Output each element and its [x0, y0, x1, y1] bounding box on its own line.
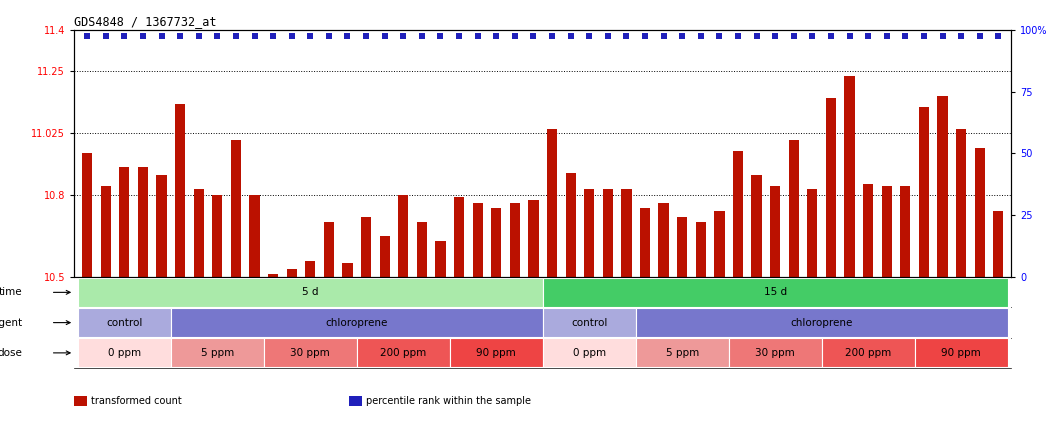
Text: 0 ppm: 0 ppm [573, 348, 606, 358]
Bar [379, 236, 390, 277]
Bar [566, 173, 576, 277]
Bar [454, 198, 464, 277]
Bar [677, 217, 687, 277]
Text: time: time [0, 287, 22, 297]
Bar [635, 308, 1007, 337]
Bar [542, 278, 1007, 307]
Bar [546, 129, 557, 277]
Text: 15 d: 15 d [764, 287, 787, 297]
Bar [268, 275, 279, 277]
Bar [417, 222, 427, 277]
Bar [729, 338, 822, 368]
Bar [170, 338, 264, 368]
Bar [956, 129, 966, 277]
Bar [937, 96, 948, 277]
Text: control: control [106, 318, 143, 328]
Bar [78, 308, 170, 337]
Text: chloroprene: chloroprene [325, 318, 388, 328]
Bar [993, 211, 1004, 277]
Text: percentile rank within the sample: percentile rank within the sample [366, 396, 532, 406]
Bar [194, 189, 203, 277]
Bar [640, 209, 650, 277]
Bar [696, 222, 706, 277]
Bar [770, 187, 780, 277]
Bar [82, 154, 92, 277]
Bar [822, 338, 915, 368]
Bar [900, 187, 911, 277]
Bar [120, 167, 129, 277]
Text: agent: agent [0, 318, 22, 328]
Bar [491, 209, 501, 277]
Bar [882, 187, 892, 277]
Text: 0 ppm: 0 ppm [108, 348, 141, 358]
Bar [635, 338, 729, 368]
Bar [752, 176, 761, 277]
Text: GDS4848 / 1367732_at: GDS4848 / 1367732_at [74, 16, 217, 28]
Bar [264, 338, 357, 368]
Bar [212, 195, 222, 277]
Bar [509, 203, 520, 277]
Bar [789, 140, 798, 277]
Text: 30 ppm: 30 ppm [290, 348, 330, 358]
Text: transformed count: transformed count [91, 396, 182, 406]
Bar [807, 189, 818, 277]
Bar [450, 338, 543, 368]
Bar [398, 195, 409, 277]
Text: 200 ppm: 200 ppm [845, 348, 892, 358]
Text: 90 ppm: 90 ppm [477, 348, 516, 358]
Bar [733, 151, 743, 277]
Text: dose: dose [0, 348, 22, 358]
Bar [542, 308, 635, 337]
Bar [170, 308, 542, 337]
Text: control: control [571, 318, 608, 328]
Bar [78, 278, 542, 307]
Bar [863, 184, 874, 277]
Bar [101, 187, 111, 277]
Bar [919, 107, 929, 277]
Bar [826, 99, 837, 277]
Text: 5 ppm: 5 ppm [665, 348, 699, 358]
Bar [175, 104, 185, 277]
Bar [287, 269, 297, 277]
Bar [324, 222, 334, 277]
Bar [528, 200, 539, 277]
Text: 30 ppm: 30 ppm [755, 348, 795, 358]
Bar [714, 211, 724, 277]
Bar [585, 189, 594, 277]
Bar [231, 140, 241, 277]
Bar [659, 203, 668, 277]
Bar [249, 195, 259, 277]
Bar [357, 338, 450, 368]
Bar [361, 217, 372, 277]
Bar [622, 189, 631, 277]
Bar [603, 189, 613, 277]
Bar [844, 77, 855, 277]
Bar [435, 242, 446, 277]
Text: chloroprene: chloroprene [790, 318, 852, 328]
Text: 5 d: 5 d [302, 287, 319, 297]
Text: 90 ppm: 90 ppm [941, 348, 981, 358]
Bar [472, 203, 483, 277]
Bar [915, 338, 1007, 368]
Bar [305, 261, 316, 277]
Bar [542, 338, 635, 368]
Text: 5 ppm: 5 ppm [201, 348, 234, 358]
Bar [974, 148, 985, 277]
Bar [342, 264, 353, 277]
Bar [78, 338, 170, 368]
Text: 200 ppm: 200 ppm [380, 348, 427, 358]
Bar [138, 167, 148, 277]
Bar [157, 176, 166, 277]
